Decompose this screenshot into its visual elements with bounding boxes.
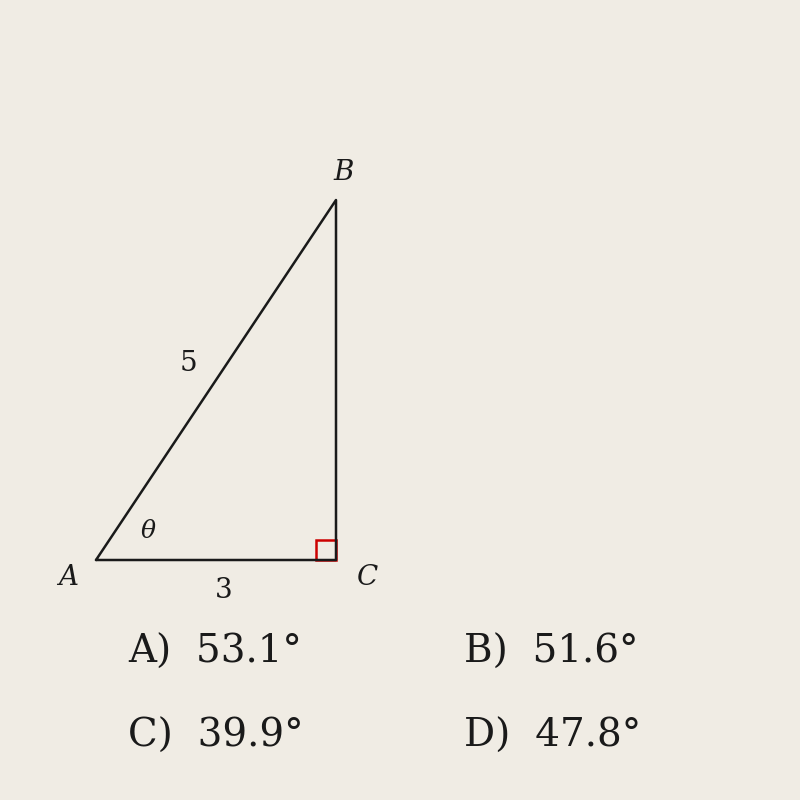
Text: B)  51.6°: B) 51.6° (464, 634, 638, 670)
Text: C)  39.9°: C) 39.9° (128, 718, 304, 754)
Text: A)  53.1°: A) 53.1° (128, 634, 302, 670)
Text: C: C (358, 564, 378, 591)
Text: 5: 5 (179, 350, 197, 378)
Text: D)  47.8°: D) 47.8° (464, 718, 642, 754)
Text: 3: 3 (215, 577, 233, 604)
Text: θ: θ (141, 521, 155, 543)
Text: B: B (334, 158, 354, 186)
Text: A: A (58, 564, 78, 591)
